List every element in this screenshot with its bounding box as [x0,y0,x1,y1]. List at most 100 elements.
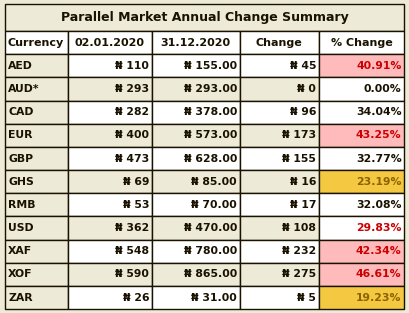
Text: 0.00%: 0.00% [364,84,402,94]
Bar [5,31,68,54]
Text: ₦ 31.00: ₦ 31.00 [191,293,237,303]
Text: ₦ 780.00: ₦ 780.00 [184,246,237,256]
Text: AED: AED [8,61,33,71]
Bar [319,124,404,147]
Text: ₦ 282: ₦ 282 [115,107,149,117]
Text: 32.08%: 32.08% [356,200,402,210]
Bar [319,147,404,170]
Bar [240,100,319,124]
Bar [5,193,68,217]
Bar [240,217,319,240]
Text: ₦ 45: ₦ 45 [290,61,316,71]
Bar [240,147,319,170]
Text: ₦ 275: ₦ 275 [282,269,316,280]
Bar [240,263,319,286]
Bar [319,193,404,217]
Bar [240,31,319,54]
Bar [68,31,152,54]
Bar [5,4,404,31]
Text: ₦ 378.00: ₦ 378.00 [184,107,237,117]
Bar [319,31,404,54]
Bar [240,124,319,147]
Text: ₦ 155: ₦ 155 [283,153,316,163]
Text: ₦ 573.00: ₦ 573.00 [184,130,237,140]
Text: ₦ 293: ₦ 293 [115,84,149,94]
Bar [152,286,240,309]
Bar [68,217,152,240]
Text: ₦ 400: ₦ 400 [115,130,149,140]
Bar [240,54,319,77]
Text: ₦ 293.00: ₦ 293.00 [184,84,237,94]
Text: ₦ 5: ₦ 5 [297,293,316,303]
Text: ₦ 69: ₦ 69 [123,177,149,187]
Text: Parallel Market Annual Change Summary: Parallel Market Annual Change Summary [61,11,348,24]
Bar [68,124,152,147]
Text: XAF: XAF [8,246,32,256]
Bar [5,263,68,286]
Text: ₦ 85.00: ₦ 85.00 [191,177,237,187]
Bar [152,100,240,124]
Text: ₦ 865.00: ₦ 865.00 [184,269,237,280]
Bar [152,263,240,286]
Bar [5,240,68,263]
Bar [152,54,240,77]
Text: ₦ 470.00: ₦ 470.00 [184,223,237,233]
Bar [68,263,152,286]
Bar [68,147,152,170]
Bar [319,240,404,263]
Bar [152,217,240,240]
Bar [240,170,319,193]
Bar [152,31,240,54]
Text: ₦ 232: ₦ 232 [282,246,316,256]
Bar [68,77,152,100]
Text: GBP: GBP [8,153,33,163]
Bar [152,193,240,217]
Text: GHS: GHS [8,177,34,187]
Text: 40.91%: 40.91% [356,61,402,71]
Text: 29.83%: 29.83% [356,223,402,233]
Bar [68,54,152,77]
Text: ₦ 53: ₦ 53 [123,200,149,210]
Text: 43.25%: 43.25% [356,130,402,140]
Bar [68,100,152,124]
Text: Change: Change [256,38,303,48]
Text: ₦ 70.00: ₦ 70.00 [191,200,237,210]
Text: CAD: CAD [8,107,34,117]
Bar [319,263,404,286]
Bar [152,170,240,193]
Bar [68,240,152,263]
Bar [5,286,68,309]
Text: 46.61%: 46.61% [356,269,402,280]
Bar [240,286,319,309]
Bar [152,124,240,147]
Text: ₦ 155.00: ₦ 155.00 [184,61,237,71]
Text: ₦ 173: ₦ 173 [282,130,316,140]
Text: Currency: Currency [7,38,64,48]
Bar [5,147,68,170]
Text: ₦ 548: ₦ 548 [115,246,149,256]
Bar [240,240,319,263]
Text: XOF: XOF [8,269,33,280]
Bar [5,124,68,147]
Text: ZAR: ZAR [8,293,33,303]
Bar [5,170,68,193]
Bar [319,77,404,100]
Text: 19.23%: 19.23% [356,293,402,303]
Bar [240,193,319,217]
Text: ₦ 108: ₦ 108 [283,223,316,233]
Text: EUR: EUR [8,130,33,140]
Bar [152,240,240,263]
Bar [68,170,152,193]
Bar [68,286,152,309]
Bar [5,100,68,124]
Text: 32.77%: 32.77% [356,153,402,163]
Bar [5,77,68,100]
Bar [68,193,152,217]
Text: 34.04%: 34.04% [356,107,402,117]
Bar [5,54,68,77]
Text: ₦ 473: ₦ 473 [115,153,149,163]
Text: ₦ 26: ₦ 26 [123,293,149,303]
Text: ₦ 628.00: ₦ 628.00 [184,153,237,163]
Bar [319,286,404,309]
Bar [152,77,240,100]
